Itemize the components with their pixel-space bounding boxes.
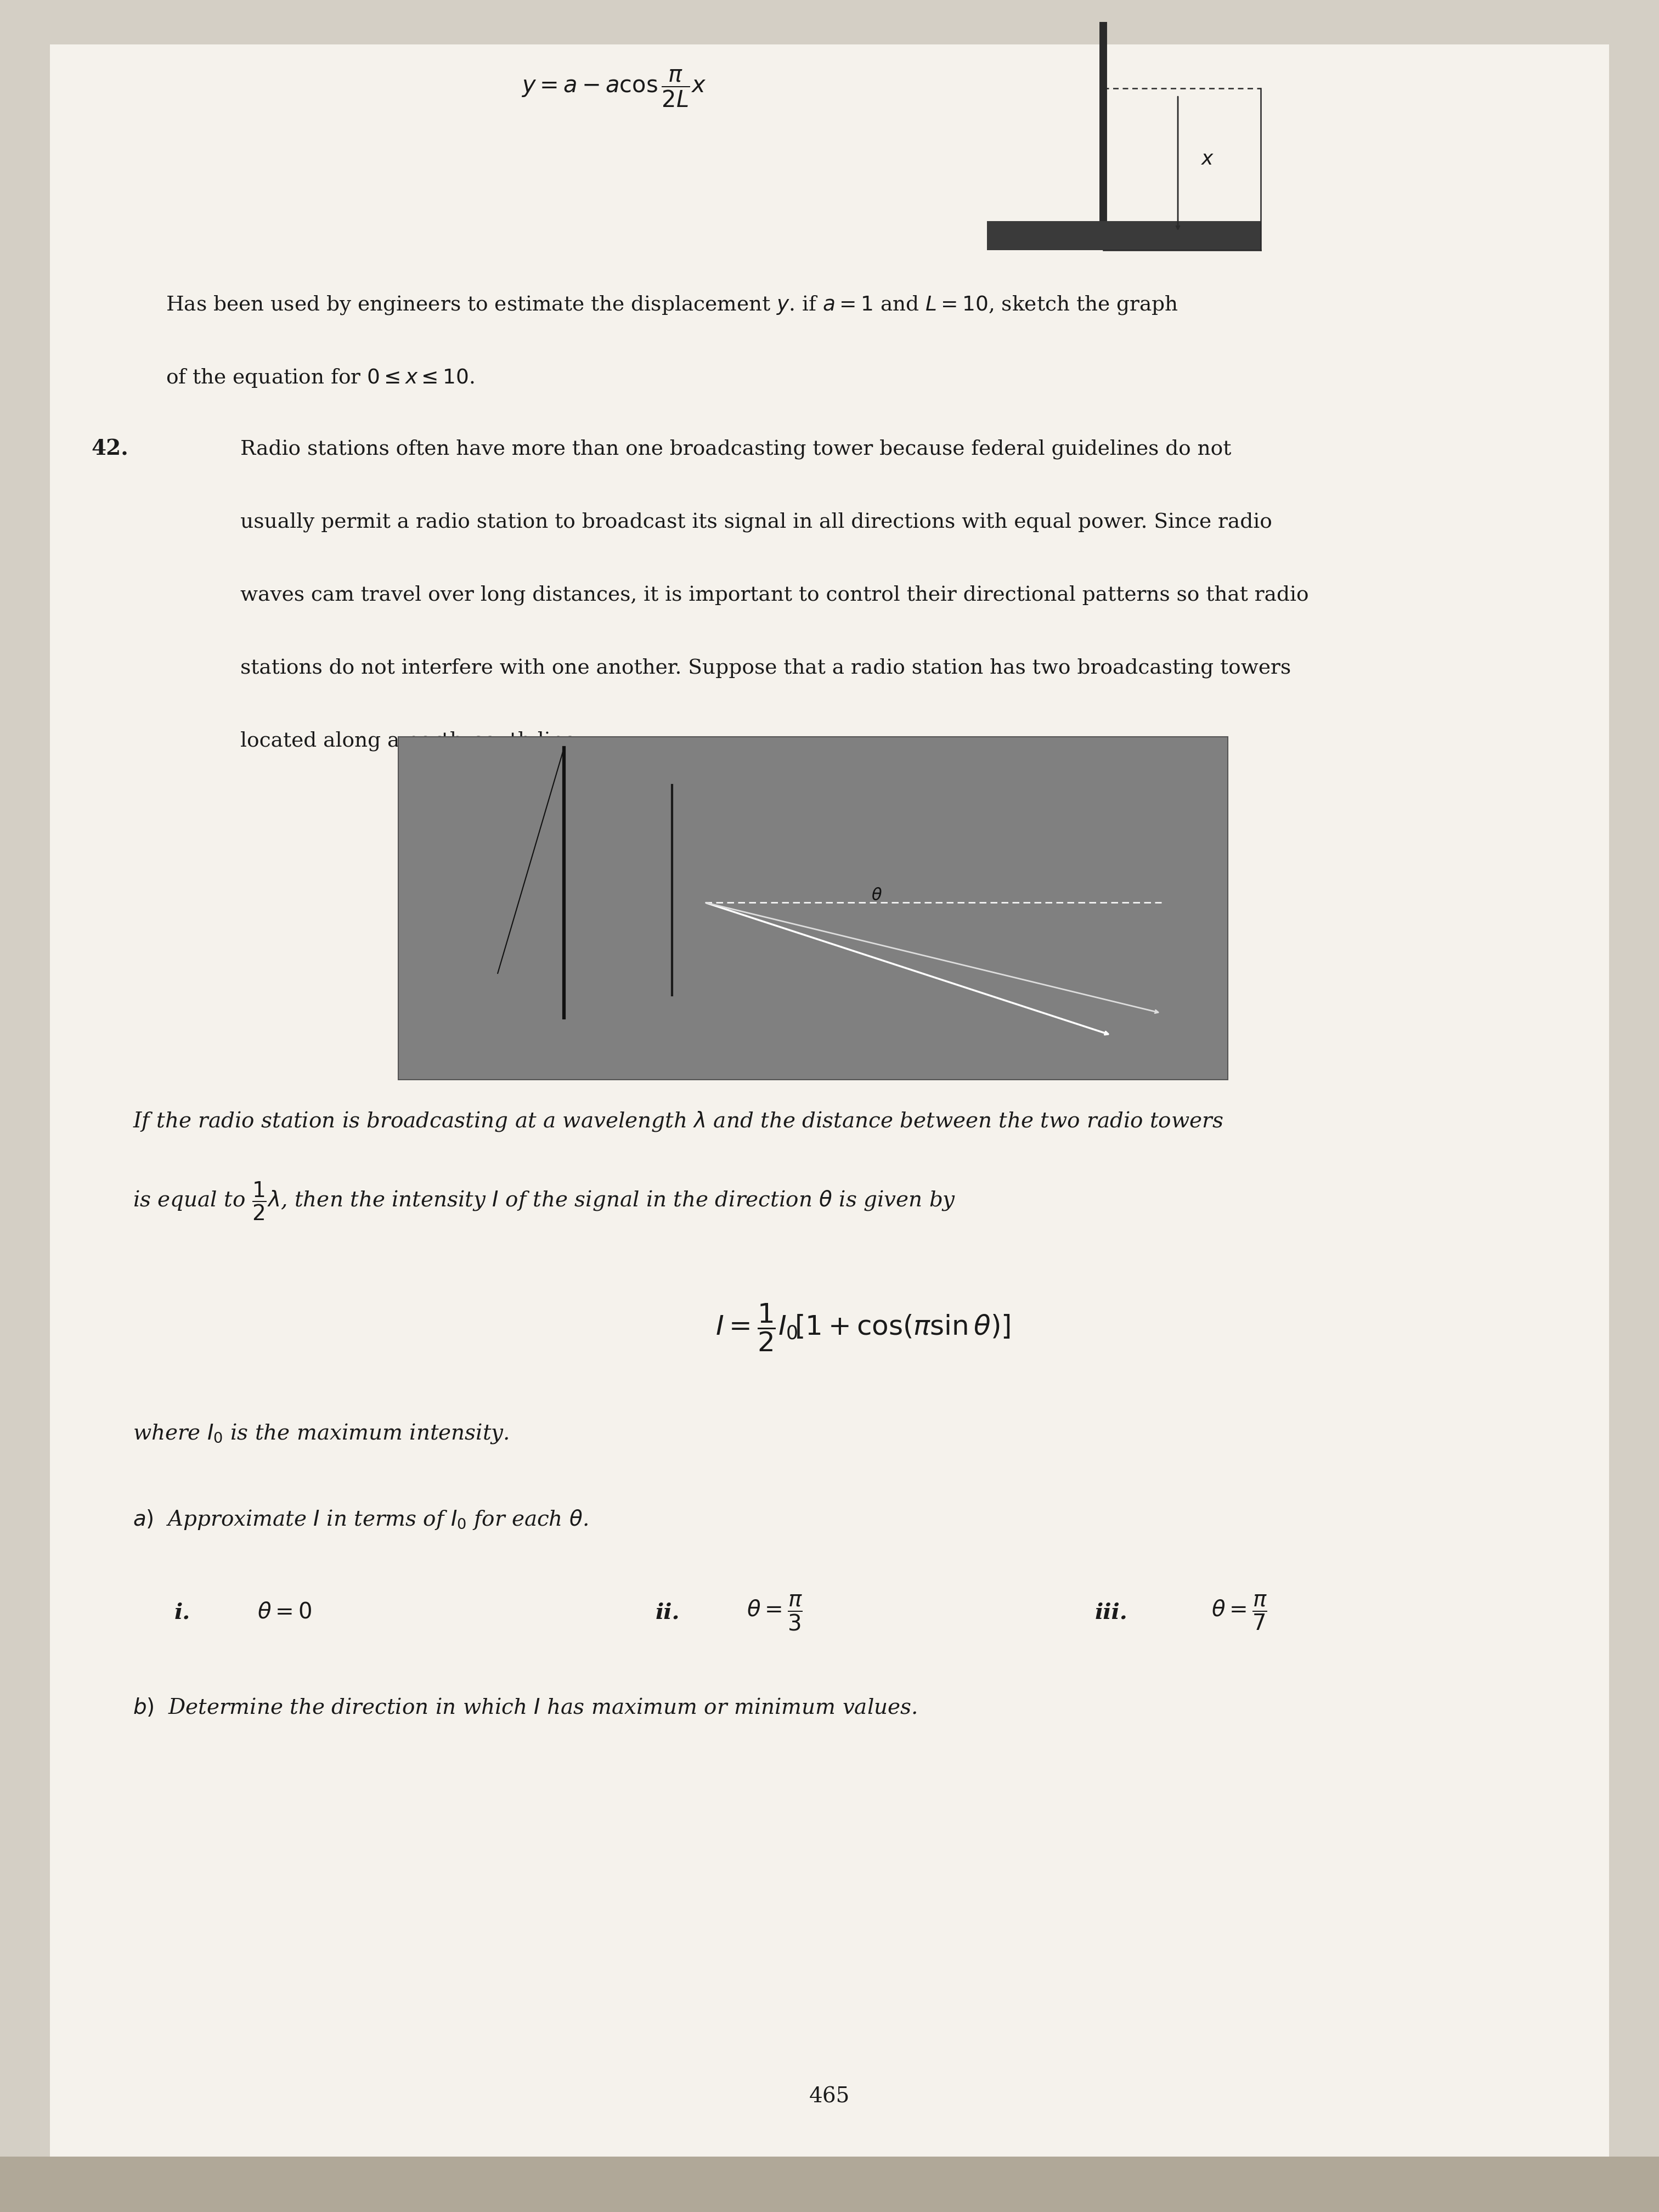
Text: stations do not interfere with one another. Suppose that a radio station has two: stations do not interfere with one anoth… bbox=[241, 657, 1291, 679]
Text: ii.: ii. bbox=[655, 1601, 680, 1624]
Bar bbox=[0, 2157, 1659, 2212]
Text: $\theta = 0$: $\theta = 0$ bbox=[257, 1601, 312, 1624]
Bar bbox=[398, 737, 1228, 1079]
Text: located along a north–south line.: located along a north–south line. bbox=[241, 730, 582, 752]
Text: $a)$  Approximate $I$ in terms of $I_0$ for each $\theta$.: $a)$ Approximate $I$ in terms of $I_0$ f… bbox=[133, 1509, 587, 1531]
Text: of the equation for $0 \leq x \leq 10$.: of the equation for $0 \leq x \leq 10$. bbox=[166, 367, 474, 389]
Text: waves cam travel over long distances, it is important to control their direction: waves cam travel over long distances, it… bbox=[241, 584, 1309, 606]
Text: iii.: iii. bbox=[1095, 1601, 1128, 1624]
Text: 42.: 42. bbox=[91, 438, 128, 460]
Text: $\theta = \dfrac{\pi}{7}$: $\theta = \dfrac{\pi}{7}$ bbox=[1211, 1593, 1267, 1632]
Text: 465: 465 bbox=[810, 2086, 849, 2108]
Text: i.: i. bbox=[174, 1601, 191, 1624]
Text: usually permit a radio station to broadcast its signal in all directions with eq: usually permit a radio station to broadc… bbox=[241, 511, 1272, 533]
Text: $\theta = \dfrac{\pi}{3}$: $\theta = \dfrac{\pi}{3}$ bbox=[747, 1593, 803, 1632]
Text: If the radio station is broadcasting at a wavelength $\lambda$ and the distance : If the radio station is broadcasting at … bbox=[133, 1110, 1223, 1133]
Text: $y = a - a\cos\dfrac{\pi}{2L}x$: $y = a - a\cos\dfrac{\pi}{2L}x$ bbox=[521, 69, 707, 108]
Text: $x$: $x$ bbox=[1201, 150, 1214, 168]
Text: $I = \dfrac{1}{2}I_0\!\left[1+\cos(\pi\sin\theta)\right]$: $I = \dfrac{1}{2}I_0\!\left[1+\cos(\pi\s… bbox=[715, 1303, 1010, 1352]
Text: where $I_0$ is the maximum intensity.: where $I_0$ is the maximum intensity. bbox=[133, 1422, 509, 1444]
Text: $\theta$: $\theta$ bbox=[871, 887, 883, 905]
Text: Radio stations often have more than one broadcasting tower because federal guide: Radio stations often have more than one … bbox=[241, 438, 1231, 460]
Text: Has been used by engineers to estimate the displacement $y$. if $a=1$ and $L=10$: Has been used by engineers to estimate t… bbox=[166, 294, 1178, 316]
Bar bbox=[987, 221, 1261, 250]
Text: $b)$  Determine the direction in which $I$ has maximum or minimum values.: $b)$ Determine the direction in which $I… bbox=[133, 1697, 917, 1719]
Text: is equal to $\dfrac{1}{2}\lambda$, then the intensity $I$ of the signal in the d: is equal to $\dfrac{1}{2}\lambda$, then … bbox=[133, 1181, 956, 1221]
